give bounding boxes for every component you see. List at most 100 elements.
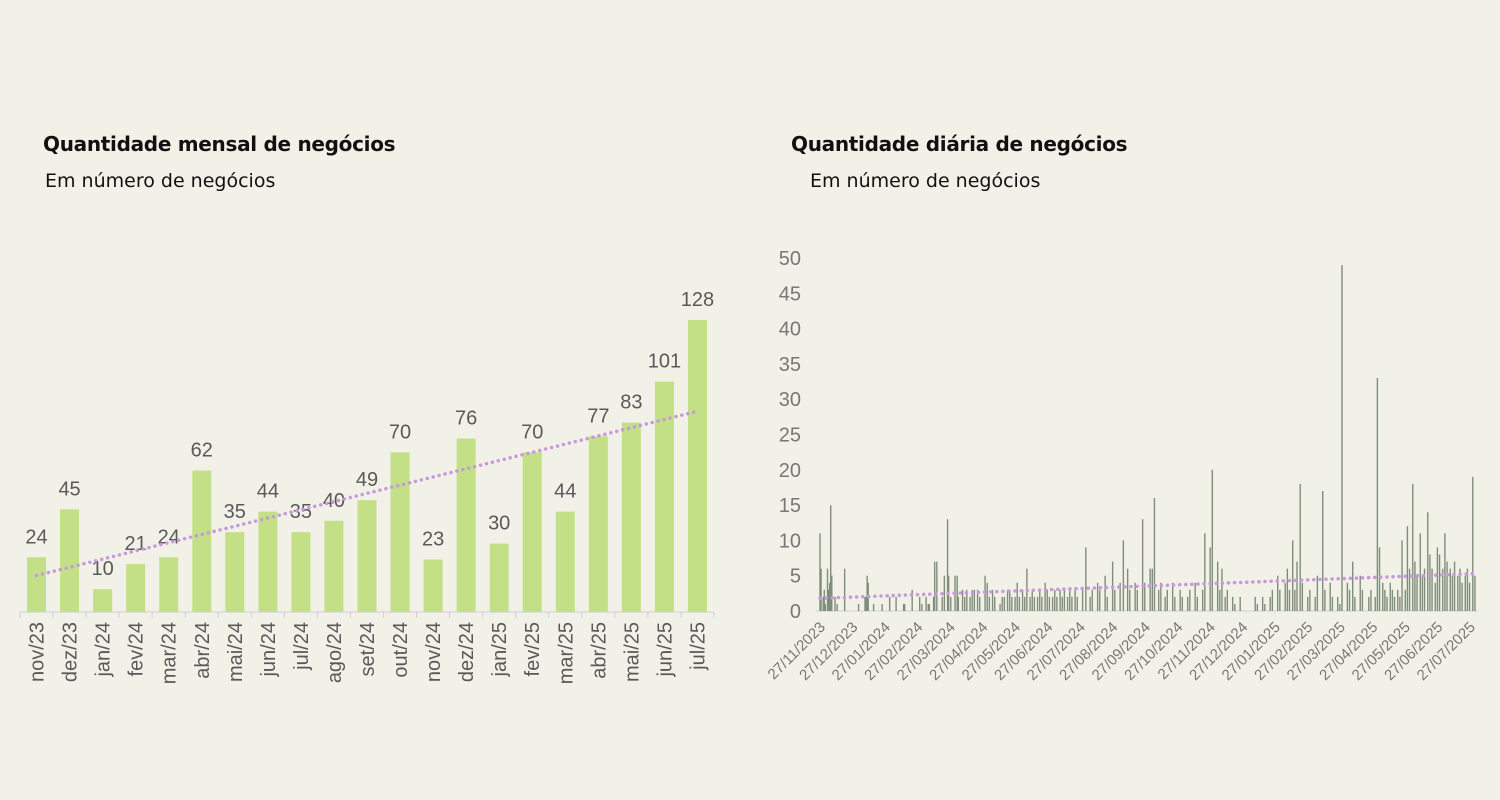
daily-bar: [819, 533, 821, 611]
monthly-x-tick-label: jan/25: [489, 622, 511, 678]
daily-bar: [1348, 589, 1351, 611]
monthly-bar: [588, 436, 608, 612]
daily-bar: [1309, 589, 1311, 611]
daily-bar: [1179, 589, 1181, 611]
monthly-x-tick-label: out/24: [390, 622, 412, 678]
monthly-data-label: 24: [158, 526, 180, 548]
daily-y-tick-label: 45: [779, 283, 801, 305]
monthly-bar: [390, 452, 410, 612]
daily-bar: [1464, 575, 1466, 611]
daily-bar: [836, 603, 838, 611]
daily-x-tick-label: 27/05/2024: [959, 619, 1024, 684]
daily-bar: [1076, 596, 1078, 611]
daily-bar: [1021, 589, 1024, 611]
daily-bar: [1111, 561, 1114, 611]
daily-x-tick-label: 27/01/2024: [829, 619, 894, 684]
daily-bar: [830, 505, 832, 611]
monthly-x-tick-label: fev/25: [522, 622, 544, 676]
daily-bar: [1436, 547, 1439, 611]
daily-bar: [1421, 575, 1424, 611]
daily-bar: [822, 596, 824, 611]
daily-bar: [1314, 596, 1316, 611]
daily-bar: [864, 596, 866, 611]
daily-bar: [867, 582, 869, 611]
daily-bar: [1003, 596, 1006, 611]
daily-bar: [1089, 596, 1091, 611]
daily-bar: [957, 596, 959, 611]
daily-bar: [1294, 589, 1296, 611]
daily-bar: [1071, 596, 1073, 611]
monthly-x-tick-label: mai/24: [225, 622, 247, 682]
monthly-x-tick-label: abr/24: [192, 622, 214, 679]
daily-bar: [834, 596, 836, 611]
daily-bar: [1416, 575, 1418, 611]
daily-bar: [1271, 589, 1274, 611]
daily-bar: [1359, 575, 1361, 611]
monthly-bar: [27, 557, 47, 612]
daily-bar: [902, 603, 905, 611]
daily-bar: [1204, 533, 1206, 611]
daily-bar: [1324, 589, 1326, 611]
daily-bar: [943, 575, 946, 611]
daily-bar: [984, 575, 986, 611]
daily-bar: [911, 589, 913, 611]
daily-bar: [1024, 596, 1026, 611]
monthly-data-label: 35: [224, 501, 246, 523]
daily-x-tick-label: 27/12/2023: [796, 619, 861, 684]
daily-bar: [1279, 589, 1281, 611]
daily-bar: [1122, 540, 1125, 611]
monthly-data-label: 70: [521, 421, 543, 443]
daily-bar: [1136, 589, 1138, 611]
monthly-data-label: 35: [290, 501, 312, 523]
daily-bar: [1039, 589, 1041, 611]
daily-bar: [1239, 596, 1241, 611]
daily-bar: [857, 603, 860, 611]
daily-bar: [964, 596, 966, 611]
daily-x-tick-label: 27/07/2024: [1024, 619, 1089, 684]
daily-bar: [1434, 582, 1436, 611]
monthly-data-label: 101: [648, 351, 681, 373]
daily-bar: [1453, 561, 1456, 611]
daily-bar: [1374, 596, 1376, 611]
daily-x-tick-label: 27/01/2025: [1219, 619, 1284, 684]
daily-bar: [1451, 575, 1454, 611]
daily-bar: [1166, 589, 1168, 611]
daily-x-tick-label: 27/11/2024: [1155, 619, 1219, 683]
daily-bar: [1069, 589, 1071, 611]
daily-chart-subtitle: Em número de negócios: [810, 170, 1041, 192]
monthly-data-label: 77: [587, 405, 609, 427]
daily-bar: [1141, 519, 1144, 611]
daily-bar: [1401, 540, 1403, 611]
daily-bar: [1158, 589, 1160, 611]
daily-y-tick-label: 40: [779, 319, 801, 341]
daily-bar: [1048, 596, 1051, 611]
monthly-data-label: 128: [681, 289, 714, 311]
daily-x-tick-label: 27/04/2025: [1316, 619, 1381, 684]
daily-bar: [1457, 575, 1459, 611]
monthly-bar: [357, 500, 377, 612]
daily-bar: [1026, 568, 1028, 611]
daily-bar: [941, 596, 943, 611]
monthly-bar: [159, 557, 179, 612]
daily-bar: [1001, 596, 1003, 611]
daily-bar: [1299, 483, 1301, 611]
monthly-data-label: 24: [25, 526, 47, 548]
daily-bar: [823, 589, 825, 611]
daily-bar: [1041, 596, 1043, 611]
daily-bar: [925, 596, 927, 611]
daily-bar: [1099, 589, 1101, 611]
daily-bar: [918, 596, 921, 611]
daily-x-tick-label: 27/02/2024: [861, 619, 926, 684]
daily-bar: [1226, 589, 1229, 611]
monthly-chart-title: Quantidade mensal de negócios: [43, 132, 396, 156]
daily-bar: [820, 568, 822, 611]
daily-bar: [976, 589, 979, 611]
daily-bar: [979, 596, 981, 611]
daily-x-tick-label: 27/04/2024: [926, 619, 991, 684]
daily-bar: [1096, 582, 1099, 611]
daily-bar: [921, 603, 923, 611]
daily-bar: [831, 575, 833, 611]
monthly-bar: [93, 589, 113, 612]
daily-chart-title: Quantidade diária de negócios: [791, 132, 1128, 156]
monthly-bar: [291, 532, 311, 612]
